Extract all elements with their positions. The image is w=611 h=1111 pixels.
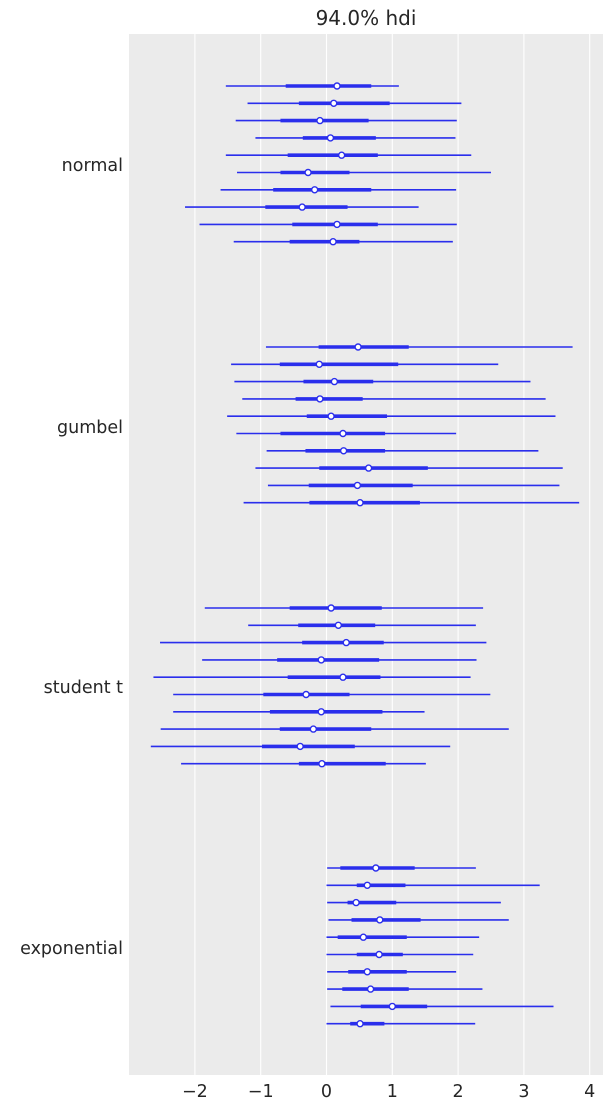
x-axis-ticks: −2 −1 0 1 2 3 4 <box>182 1082 595 1102</box>
median-point <box>315 360 323 368</box>
median-point <box>363 968 371 976</box>
median-point <box>329 237 337 246</box>
x-tick-label: 2 <box>453 1082 464 1102</box>
median-point <box>309 725 318 733</box>
median-point <box>337 151 346 159</box>
median-point <box>318 760 326 768</box>
median-point <box>353 481 362 490</box>
x-tick-label: −1 <box>248 1082 274 1102</box>
median-point <box>356 1020 364 1028</box>
median-point <box>342 638 350 647</box>
median-point <box>339 429 347 438</box>
median-point <box>366 985 375 993</box>
median-point <box>388 1002 396 1011</box>
median-point <box>352 898 360 907</box>
median-point <box>363 881 371 889</box>
group-label: gumbel <box>57 418 123 438</box>
group-gumbel <box>227 343 580 507</box>
group-labels: normal gumbel student t exponential <box>20 156 123 959</box>
median-point <box>316 116 324 125</box>
group-label: normal <box>62 156 123 176</box>
median-point <box>310 186 319 194</box>
group-normal <box>185 82 491 246</box>
median-point <box>296 742 304 751</box>
median-point <box>356 499 364 507</box>
median-point <box>364 464 373 472</box>
median-point <box>330 377 339 386</box>
x-tick-label: 1 <box>387 1082 398 1102</box>
median-point <box>354 343 362 351</box>
median-point <box>334 621 343 629</box>
median-point <box>339 447 348 455</box>
x-tick-label: −2 <box>182 1082 208 1102</box>
median-point <box>298 203 306 211</box>
median-point <box>333 220 341 229</box>
median-point <box>330 99 338 108</box>
x-tick-label: 4 <box>584 1082 595 1102</box>
median-point <box>333 82 341 90</box>
median-point <box>327 604 335 612</box>
median-point <box>372 864 380 872</box>
median-point <box>339 673 347 681</box>
x-tick-label: 0 <box>321 1082 332 1102</box>
median-point <box>375 950 383 959</box>
group-student-t <box>150 604 509 768</box>
x-tick-label: 3 <box>518 1082 529 1102</box>
median-point <box>302 690 310 699</box>
chart-title: 94.0% hdi <box>316 6 417 30</box>
group-label: exponential <box>20 939 123 959</box>
median-point <box>376 916 384 924</box>
group-exponential <box>326 864 554 1028</box>
group-label: student t <box>44 678 123 698</box>
median-point <box>326 134 335 142</box>
median-point <box>317 708 325 716</box>
interval-marks <box>150 82 580 1028</box>
median-point <box>327 412 335 420</box>
median-point <box>317 656 325 664</box>
median-point <box>316 395 324 403</box>
median-point <box>359 933 368 941</box>
median-point <box>304 168 312 177</box>
